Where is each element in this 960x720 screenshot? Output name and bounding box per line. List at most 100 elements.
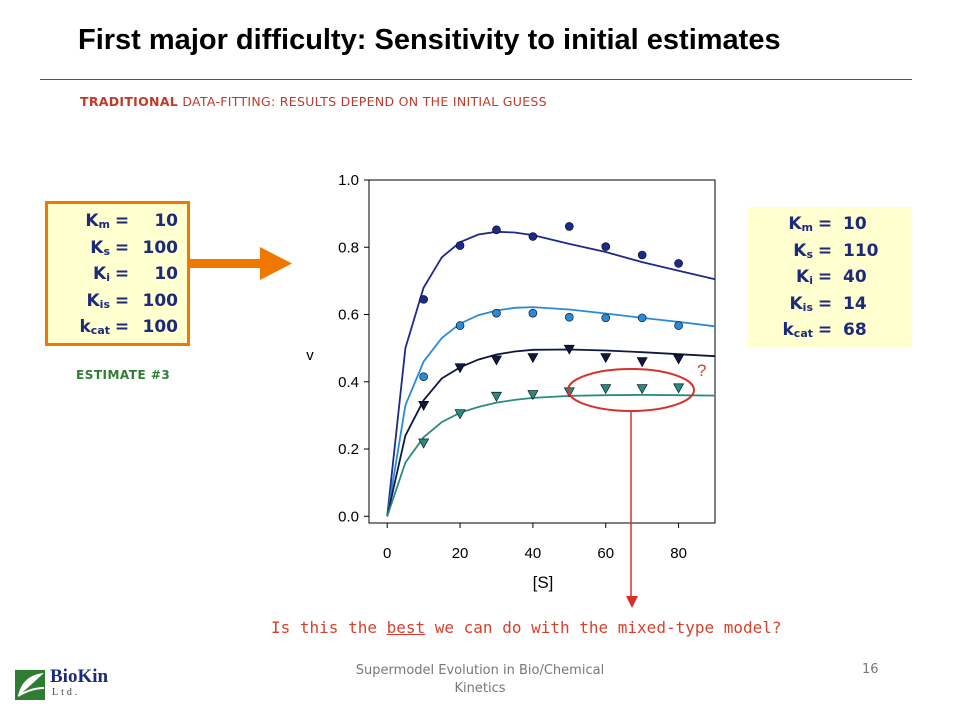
title-rule bbox=[40, 79, 912, 80]
param-name: kcat bbox=[782, 320, 813, 341]
data-point-4 bbox=[673, 383, 685, 394]
param-name: Ks bbox=[90, 237, 110, 258]
data-point-3 bbox=[600, 353, 612, 364]
subtitle-emphasis: TRADITIONAL bbox=[80, 94, 179, 109]
fit-curve-4 bbox=[386, 393, 716, 517]
footer-line: Kinetics bbox=[454, 681, 506, 696]
data-point-3 bbox=[673, 354, 685, 365]
data-point-3 bbox=[527, 353, 539, 364]
fit-curve-2 bbox=[386, 306, 716, 517]
highlight-ellipse bbox=[567, 368, 695, 412]
param-eq: = bbox=[114, 317, 130, 338]
subtitle-rest: DATA-FITTING: RESULTS DEPEND ON THE INIT… bbox=[178, 94, 547, 109]
question-mark-annotation: ? bbox=[697, 361, 706, 380]
param-name: Km bbox=[788, 214, 813, 235]
data-point-1 bbox=[637, 250, 647, 260]
data-point-3 bbox=[454, 363, 466, 374]
param-eq: = bbox=[817, 320, 833, 341]
param-value: 10 bbox=[843, 214, 867, 235]
x-axis-label: [S] bbox=[533, 573, 554, 592]
data-point-3 bbox=[563, 344, 575, 355]
param-value: 10 bbox=[154, 264, 178, 285]
page-number: 16 bbox=[862, 662, 879, 677]
estimate-label: ESTIMATE #3 bbox=[76, 368, 171, 382]
closing-question: Is this the best we can do with the mixe… bbox=[271, 618, 782, 637]
param-eq: = bbox=[817, 240, 833, 261]
y-tick-label: 0.2 bbox=[338, 441, 359, 458]
data-point-1 bbox=[565, 222, 574, 231]
y-tick-label: 0.8 bbox=[338, 239, 359, 256]
param-eq: = bbox=[114, 290, 130, 311]
fitted-result-box: Km = 10 Ks = 110 Ki = 40 Kis = 14 kcat = 68 bbox=[747, 207, 912, 347]
result-param-row: Kis = 14 bbox=[747, 291, 912, 318]
param-eq: = bbox=[817, 214, 833, 235]
param-value: 40 bbox=[843, 267, 867, 288]
footer-line: Supermodel Evolution in Bio/Chemical bbox=[355, 663, 605, 678]
logo-sub: Ltd. bbox=[52, 687, 81, 698]
estimate-param-row: Ks = 100 bbox=[48, 235, 179, 262]
chart-axes: 0.0 0.2 0.4 0.6 0.8 1.0 0 20 40 60 80 [S] v bbox=[306, 172, 716, 592]
emphasized-word: best bbox=[386, 618, 426, 637]
data-point-2 bbox=[674, 321, 683, 330]
initial-estimate-box: Km = 10 Ks = 100 Ki = 10 Kis = 100 kcat = 100 bbox=[45, 201, 190, 346]
result-param-row: Ki = 40 bbox=[747, 264, 912, 291]
param-name: kcat bbox=[79, 317, 110, 338]
slide-subtitle: TRADITIONAL DATA-FITTING: RESULTS DEPEND… bbox=[80, 94, 547, 109]
x-tick-label: 40 bbox=[525, 545, 542, 562]
data-point-2 bbox=[419, 372, 428, 382]
param-value: 100 bbox=[142, 317, 179, 338]
param-value: 100 bbox=[142, 237, 179, 258]
data-point-4 bbox=[418, 438, 430, 449]
data-point-4 bbox=[527, 390, 539, 401]
param-value: 68 bbox=[843, 320, 867, 341]
param-value: 14 bbox=[843, 293, 867, 314]
chart-points bbox=[418, 222, 685, 449]
data-point-1 bbox=[419, 295, 428, 304]
fit-curve-1 bbox=[386, 230, 716, 517]
data-point-1 bbox=[601, 242, 611, 251]
estimate-param-row: kcat = 100 bbox=[48, 314, 179, 341]
chart-curves bbox=[386, 230, 716, 517]
data-point-3 bbox=[636, 357, 648, 368]
biokin-logo: BioKin Ltd. bbox=[14, 666, 124, 704]
data-point-2 bbox=[528, 308, 538, 318]
plot-frame bbox=[368, 179, 716, 524]
param-value: 110 bbox=[843, 240, 879, 261]
x-tick-label: 60 bbox=[597, 545, 614, 562]
data-point-1 bbox=[674, 259, 683, 268]
y-axis-label: v bbox=[306, 347, 314, 364]
result-param-row: Km = 10 bbox=[747, 211, 912, 238]
param-name: Ki bbox=[796, 267, 813, 288]
param-name: Kis bbox=[86, 290, 110, 311]
param-eq: = bbox=[114, 237, 130, 258]
data-point-4 bbox=[600, 384, 612, 395]
result-param-row: kcat = 68 bbox=[747, 317, 912, 344]
param-name: Kis bbox=[789, 293, 813, 314]
data-point-2 bbox=[455, 321, 465, 330]
slide-title: First major difficulty: Sensitivity to i… bbox=[78, 24, 781, 56]
param-name: Ki bbox=[93, 264, 110, 285]
result-param-row: Ks = 110 bbox=[747, 238, 912, 265]
fit-chart: 0.0 0.2 0.4 0.6 0.8 1.0 0 20 40 60 80 [S] v ? bbox=[306, 172, 716, 600]
param-eq: = bbox=[114, 211, 130, 232]
data-point-2 bbox=[492, 308, 501, 318]
data-point-4 bbox=[490, 391, 502, 402]
estimate-arrow bbox=[190, 247, 292, 280]
data-point-2 bbox=[637, 313, 647, 323]
x-tick-label: 0 bbox=[383, 545, 391, 562]
data-point-2 bbox=[601, 313, 611, 323]
logo-name: BioKin bbox=[50, 666, 109, 687]
leaf-logo-icon bbox=[15, 670, 45, 700]
fit-curve-3 bbox=[386, 348, 716, 517]
estimate-param-row: Kis = 100 bbox=[48, 288, 179, 315]
data-point-1 bbox=[455, 241, 465, 250]
estimate-param-row: Km = 10 bbox=[48, 208, 179, 235]
data-point-3 bbox=[418, 401, 430, 411]
data-point-1 bbox=[528, 232, 538, 241]
estimate-param-row: Ki = 10 bbox=[48, 261, 179, 288]
y-tick-label: 1.0 bbox=[338, 172, 359, 189]
data-point-4 bbox=[454, 409, 466, 420]
x-tick-label: 20 bbox=[452, 545, 469, 562]
data-point-1 bbox=[492, 225, 501, 235]
pointer-arrowhead bbox=[626, 596, 638, 608]
